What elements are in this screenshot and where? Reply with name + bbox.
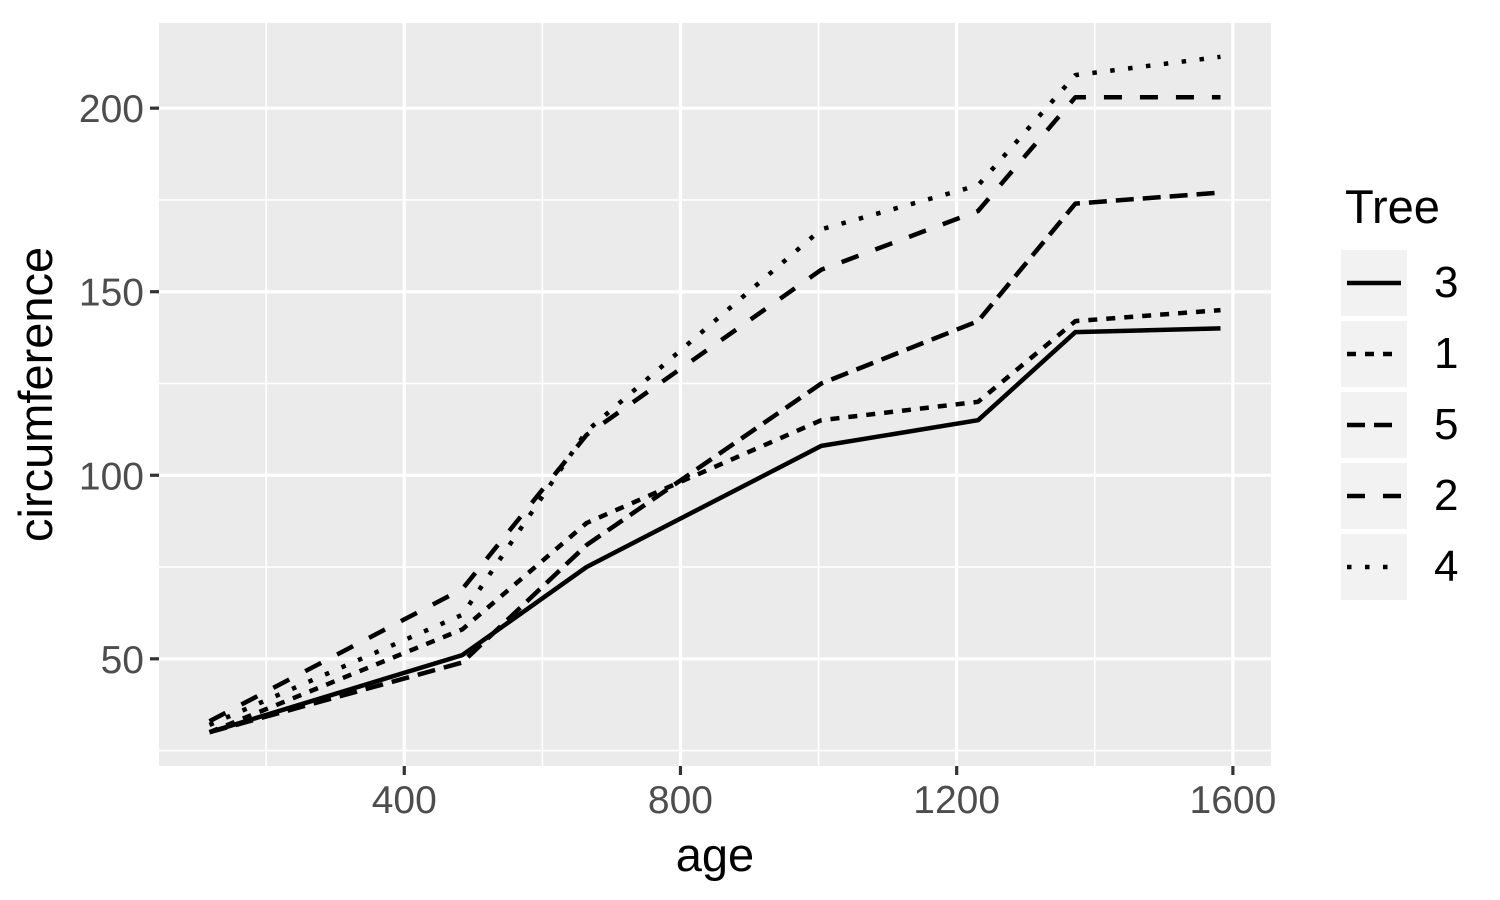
series-line-5: [208, 190, 1221, 735]
legend-key-3: [1341, 250, 1407, 316]
legend-label: 2: [1434, 471, 1459, 520]
series-line-2: [208, 94, 1221, 724]
legend-items: 3 1 5 2 4: [1341, 250, 1458, 600]
x-tick-label: 400: [372, 779, 437, 822]
legend: Tree 3 1 5 2 4: [1341, 183, 1458, 605]
y-tick-label: 200: [79, 88, 144, 131]
legend-entry-4: 4: [1341, 534, 1458, 600]
legend-entry-2: 2: [1341, 463, 1458, 529]
legend-key-1: [1341, 321, 1407, 387]
series-line-4: [208, 54, 1221, 727]
series-line-3: [208, 326, 1221, 735]
x-tick-label: 1600: [1190, 779, 1277, 822]
legend-title: Tree: [1345, 180, 1440, 233]
legend-key-5: [1341, 392, 1407, 458]
series-line-1: [208, 307, 1221, 735]
legend-label: 3: [1434, 258, 1459, 307]
y-tick-label: 100: [79, 455, 144, 498]
legend-entry-1: 1: [1341, 321, 1458, 387]
x-axis-title: age: [675, 828, 755, 881]
legend-label: 5: [1434, 400, 1459, 449]
legend-entry-5: 5: [1341, 392, 1458, 458]
panel-background: [159, 23, 1271, 766]
legend-key-4: [1341, 534, 1407, 600]
x-tick-label: 800: [648, 779, 713, 822]
x-tick-label: 1200: [913, 779, 1000, 822]
y-tick-label: 50: [101, 639, 144, 682]
legend-label: 1: [1434, 329, 1459, 378]
y-axis-title: circumference: [9, 246, 62, 543]
legend-label: 4: [1434, 542, 1459, 591]
legend-key-2: [1341, 463, 1407, 529]
y-tick-label: 150: [79, 272, 144, 315]
legend-entry-3: 3: [1341, 250, 1458, 316]
